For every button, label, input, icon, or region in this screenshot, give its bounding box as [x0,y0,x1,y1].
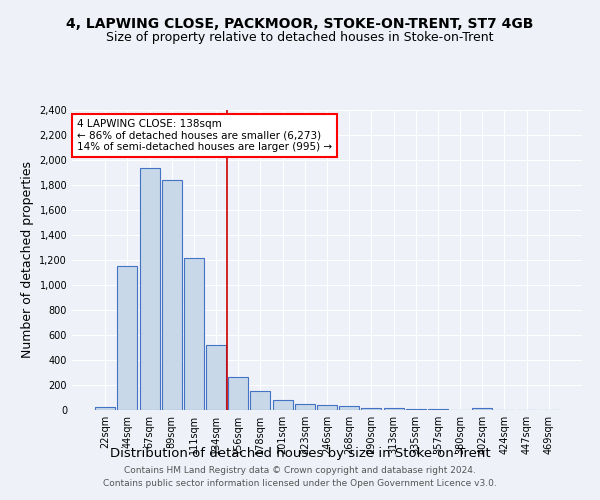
Bar [184,258,204,410]
Bar [118,266,137,410]
Bar [472,408,492,410]
Bar [317,405,337,410]
Bar [162,180,182,410]
Bar [140,168,160,410]
Bar [95,407,115,410]
Y-axis label: Number of detached properties: Number of detached properties [21,162,34,358]
Text: Distribution of detached houses by size in Stoke-on-Trent: Distribution of detached houses by size … [110,448,490,460]
Bar [272,400,293,410]
Bar [406,409,426,410]
Bar [295,404,315,410]
Text: Contains HM Land Registry data © Crown copyright and database right 2024.
Contai: Contains HM Land Registry data © Crown c… [103,466,497,487]
Text: 4, LAPWING CLOSE, PACKMOOR, STOKE-ON-TRENT, ST7 4GB: 4, LAPWING CLOSE, PACKMOOR, STOKE-ON-TRE… [67,18,533,32]
Bar [361,408,382,410]
Bar [383,408,404,410]
Text: 4 LAPWING CLOSE: 138sqm
← 86% of detached houses are smaller (6,273)
14% of semi: 4 LAPWING CLOSE: 138sqm ← 86% of detache… [77,119,332,152]
Bar [228,377,248,410]
Bar [339,406,359,410]
Bar [250,390,271,410]
Text: Size of property relative to detached houses in Stoke-on-Trent: Size of property relative to detached ho… [106,32,494,44]
Bar [206,345,226,410]
